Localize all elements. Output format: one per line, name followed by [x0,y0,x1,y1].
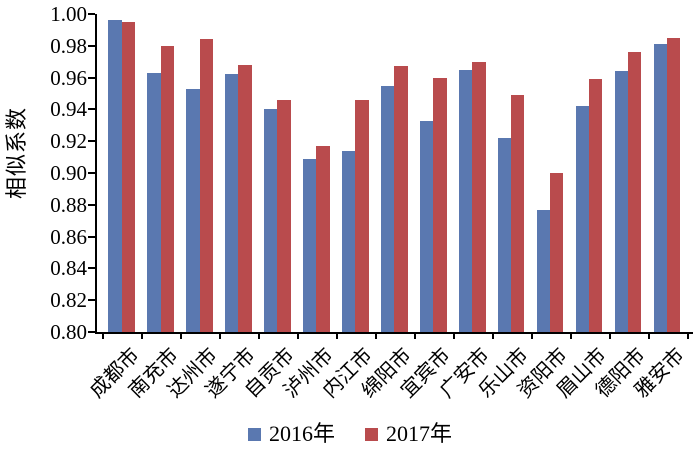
bar-2017年-南充市 [160,45,174,332]
bar-2016年-自贡市 [264,109,278,332]
bar-2016年-遂宁市 [225,74,239,332]
x-tick-mark [452,334,455,339]
x-tick-mark [257,334,260,339]
y-tick-mark [88,76,95,79]
bar-2016年-成都市 [108,20,122,332]
plot-area [88,13,693,339]
y-tick-mark [88,331,95,333]
x-tick-mark [335,334,338,339]
x-tick-mark [647,334,650,339]
y-tick-label: 1.00 [50,2,87,26]
bar-2017年-泸州市 [316,145,330,332]
x-tick-mark [686,334,689,339]
legend-swatch-icon [247,427,261,441]
bar-2016年-眉山市 [575,106,590,332]
bar-2016年-乐山市 [497,138,512,332]
bar-2017年-遂宁市 [238,64,252,332]
legend-item-0: 2016年 [247,421,335,446]
bar-2017年-乐山市 [511,95,525,332]
y-tick-label: 0.80 [50,320,87,344]
bar-2016年-内江市 [342,150,356,332]
legend-item-1: 2017年 [365,423,452,445]
y-tick-label: 0.84 [50,256,87,281]
y-tick-label: 0.86 [50,224,87,249]
bar-2016年-德阳市 [614,71,629,332]
y-tick-mark [88,108,95,111]
x-tick-mark [141,334,144,339]
y-tick-mark [88,267,95,270]
bar-2017年-自贡市 [277,99,291,332]
bar-2017年-内江市 [355,99,369,332]
x-tick-mark [491,334,494,339]
y-tick-label: 0.90 [50,161,87,185]
bar-2017年-宜宾市 [433,77,447,332]
y-tick-mark [88,299,95,302]
y-tick-mark [88,235,95,238]
bar-2016年-雅安市 [653,44,668,332]
legend-label: 2017年 [386,421,453,446]
y-tick-label: 0.94 [50,97,87,122]
y-tick-mark [88,203,95,206]
bar-2017年-德阳市 [628,52,642,332]
bar-2016年-广安市 [458,69,473,332]
y-tick-label: 0.82 [50,288,87,313]
bar-2017年-资阳市 [550,173,564,332]
x-tick-mark [374,334,377,339]
bar-2016年-宜宾市 [419,120,434,332]
legend: 2016年 2017年 [0,418,700,450]
bar-2016年-资阳市 [536,209,551,332]
y-tick-label: 0.92 [50,129,87,154]
x-axis-labels: 成都市 南充市 达州市 遂宁市 自贡市 泸州市 内江市 绵阳市 宜宾市 广安市 乐山市 资阳市 眉山市德… [0,340,700,420]
x-tick-mark [608,334,611,339]
bar-2016年-绵阳市 [381,85,395,332]
x-tick-mark [413,334,416,339]
bar-2017年-绵阳市 [394,66,408,332]
bar-2017年-眉山市 [589,79,603,332]
y-tick-mark [88,44,95,47]
y-tick-mark [88,172,95,174]
bar-2017年-广安市 [472,61,486,332]
bar-2017年-达州市 [199,39,213,332]
y-tick-label: 0.98 [50,33,87,58]
y-tick-label: 0.88 [50,192,87,217]
bar-2016年-泸州市 [303,158,317,332]
y-tick-mark [88,140,95,143]
bar-2016年-南充市 [147,72,161,332]
y-tick-mark [88,13,95,15]
x-tick-mark [569,334,572,339]
x-tick-mark [296,334,299,339]
x-tick-mark [530,334,533,339]
x-tick-mark [102,334,105,339]
legend-swatch-icon [365,427,378,441]
x-tick-mark [180,334,183,339]
bar-2017年-雅安市 [667,37,681,332]
bar-2017年-成都市 [121,21,135,332]
bar-2016年-达州市 [186,88,200,332]
x-tick-mark [219,334,221,339]
legend-label: 2016年 [268,421,335,446]
y-tick-label: 0.96 [50,65,87,90]
